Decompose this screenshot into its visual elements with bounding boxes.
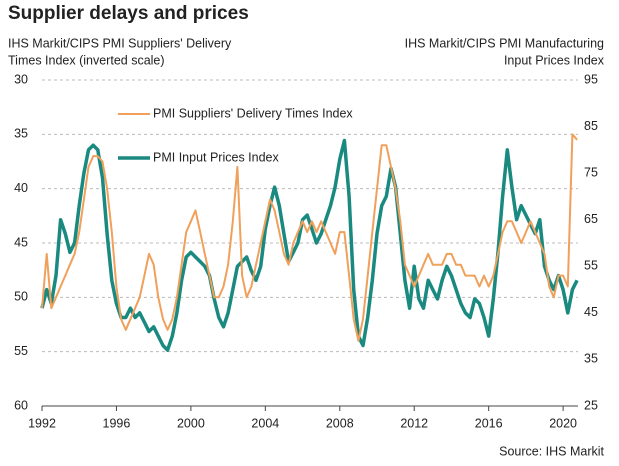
y2-tick-label: 55: [584, 259, 598, 273]
y2-tick-label: 95: [584, 72, 598, 86]
series-line: [40, 138, 579, 352]
y-tick-label: 30: [14, 72, 28, 86]
x-tick-label: 1992: [28, 416, 56, 430]
y-tick-label: 40: [14, 181, 28, 195]
chart-title: Supplier delays and prices: [8, 3, 249, 24]
x-tick-label: 2004: [251, 416, 279, 430]
y-tick-label: 50: [14, 290, 28, 304]
y2-axis-title: Input Prices Index: [504, 53, 605, 67]
y2-tick-label: 85: [584, 119, 598, 133]
y-tick-label: 35: [14, 127, 28, 141]
x-tick-label: 2000: [177, 416, 205, 430]
y-tick-label: 55: [14, 344, 28, 358]
x-tick-label: 2016: [475, 416, 503, 430]
y-axis-title: Times Index (inverted scale): [8, 53, 165, 67]
x-tick-label: 1996: [103, 416, 131, 430]
y2-tick-label: 45: [584, 305, 598, 319]
y2-tick-label: 25: [584, 398, 598, 412]
y-tick-label: 60: [14, 398, 28, 412]
y2-tick-label: 65: [584, 212, 598, 226]
y-tick-label: 45: [14, 235, 28, 249]
y2-tick-label: 35: [584, 352, 598, 366]
legend-label: PMI Input Prices Index: [153, 150, 280, 164]
x-tick-label: 2020: [549, 416, 577, 430]
source: Source: IHS Markit: [499, 444, 604, 458]
x-tick-label: 2008: [326, 416, 354, 430]
y2-tick-label: 75: [584, 165, 598, 179]
legend-label: PMI Suppliers' Delivery Times Index: [153, 106, 353, 120]
y2-axis-title: IHS Markit/CIPS PMI Manufacturing: [405, 36, 604, 50]
series-line: [41, 133, 578, 342]
x-tick-label: 2012: [400, 416, 428, 430]
y-axis-title: IHS Markit/CIPS PMI Suppliers' Delivery: [8, 36, 232, 50]
